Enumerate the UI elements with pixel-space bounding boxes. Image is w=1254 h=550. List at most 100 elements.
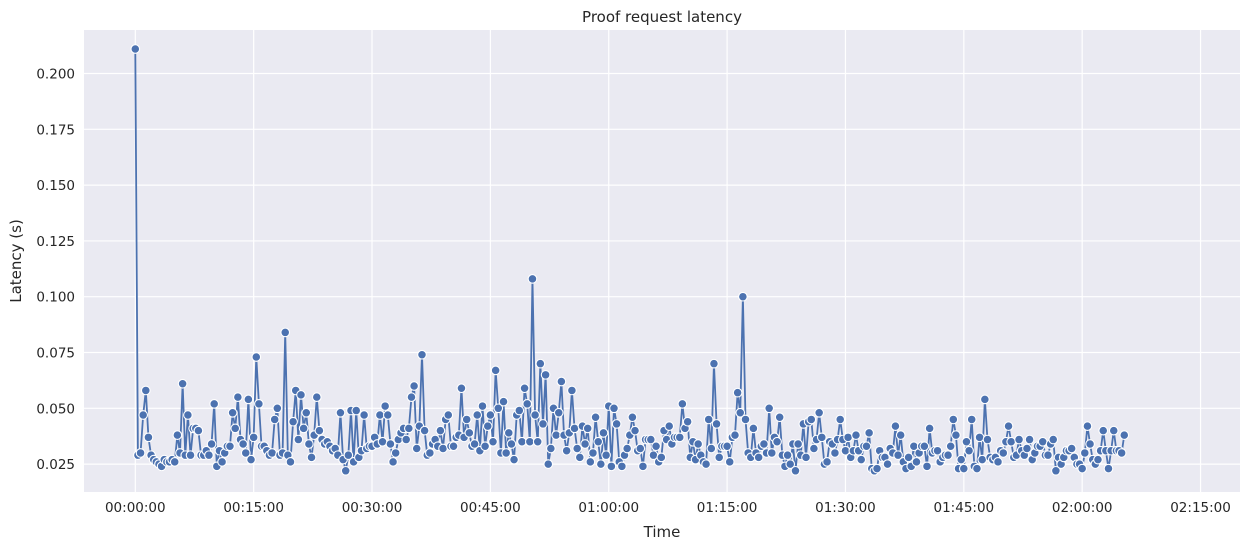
data-point [230,423,241,434]
data-point [272,403,283,414]
data-point [438,443,448,454]
data-point [585,457,596,467]
data-point [630,425,640,436]
data-point [1066,443,1077,454]
data-point [169,457,180,467]
data-point [753,452,764,463]
data-point [635,443,646,454]
data-point [998,448,1009,458]
data-point [524,436,535,447]
data-point [782,450,793,461]
data-point [243,394,254,405]
data-point [343,450,354,461]
data-point [598,428,609,438]
data-point [993,457,1003,467]
data-point [709,358,719,369]
data-point [835,414,846,425]
data-point [972,463,982,474]
y-tick-label: 0.200 [36,67,75,83]
data-point [172,430,183,440]
data-point [932,445,943,456]
data-point [711,419,722,429]
data-point [830,448,840,458]
data-point [903,452,914,463]
data-point [553,407,564,418]
data-point [595,459,606,469]
data-point [622,443,633,454]
data-point [861,441,872,452]
data-point [217,457,227,467]
data-point [390,448,401,458]
data-point [385,439,396,449]
data-point [306,452,317,463]
data-point [267,448,277,458]
y-tick-label: 0.075 [36,346,75,362]
data-point [919,441,930,452]
data-point [895,430,906,440]
data-point [611,419,622,429]
data-point [140,385,151,396]
data-point [974,432,985,443]
data-point [138,410,149,420]
data-point [572,443,583,454]
data-point [130,44,141,54]
data-point [1085,439,1095,449]
data-point [509,454,519,465]
data-point [1093,454,1103,465]
data-point [177,378,188,389]
data-point [951,430,961,440]
data-point [280,327,291,338]
data-point [911,457,922,467]
data-point [922,461,932,472]
data-point [417,349,427,360]
data-point [238,439,248,449]
data-point [948,414,959,425]
data-point [540,369,551,380]
data-point [714,452,725,463]
data-point [501,448,512,458]
data-point [956,454,967,465]
data-point [706,443,717,454]
data-point [527,274,538,284]
data-point [977,454,988,465]
data-point [851,430,861,440]
x-gridlines [134,30,1202,492]
x-tick-label: 01:30:00 [815,500,876,516]
data-point [135,448,146,458]
data-point [335,407,346,418]
data-point [464,428,475,438]
data-point [567,385,577,396]
data-point [561,445,572,456]
series-markers [130,44,1130,476]
data-point [209,398,220,409]
y-axis-label: Latency (s) [7,219,25,303]
plot-background [84,30,1240,492]
data-point [588,448,598,458]
data-point [606,461,617,472]
data-point [740,414,751,425]
data-point [674,432,685,443]
data-point [409,381,419,391]
data-point [806,414,817,425]
data-point [380,401,391,411]
x-tick-label: 00:30:00 [342,500,403,516]
data-point [406,392,417,402]
data-point [924,423,935,434]
data-point [785,459,796,469]
data-point [638,461,648,472]
data-point [314,425,325,436]
data-point [493,403,504,414]
data-point [556,376,567,387]
data-point [645,434,656,445]
data-point [1037,436,1048,447]
data-point [814,407,825,418]
x-tick-label: 01:15:00 [697,500,758,516]
y-tick-label: 0.175 [36,122,75,138]
data-point [206,439,217,449]
x-tick-label: 00:45:00 [460,500,521,516]
data-point [1079,448,1090,458]
x-tick-label: 01:00:00 [578,500,639,516]
x-tick-labels: 00:00:00 00:15:00 00:30:00 00:45:00 01:00:00… [105,500,1231,516]
data-point [890,421,901,432]
data-point [1014,434,1024,445]
